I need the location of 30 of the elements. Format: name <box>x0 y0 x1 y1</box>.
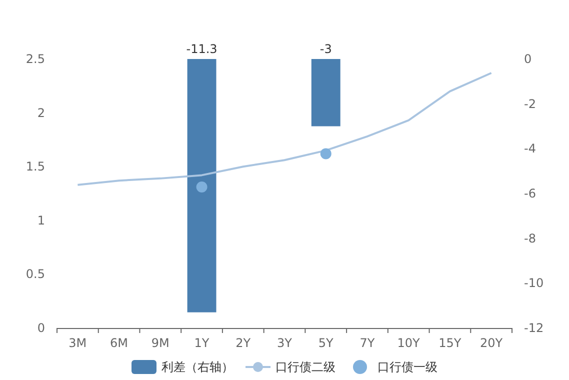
data-label: -3 <box>320 42 332 56</box>
y2-tick-label: 0 <box>524 52 532 66</box>
legend-label: 口行债一级 <box>378 360 438 374</box>
x-tick-label: 1Y <box>194 336 210 350</box>
y2-tick-label: -4 <box>524 142 536 156</box>
y-tick-label: 1 <box>37 213 45 228</box>
data-label: -11.3 <box>186 42 218 56</box>
legend-label: 利差（右轴） <box>162 360 234 374</box>
x-tick-label: 6M <box>110 336 128 350</box>
x-tick-label: 20Y <box>480 336 504 350</box>
y2-tick-label: -2 <box>524 96 536 111</box>
x-tick-label: 3M <box>68 336 87 350</box>
y-tick-label: 1.5 <box>26 160 45 174</box>
x-tick-label: 3Y <box>277 336 293 350</box>
line-series <box>76 72 492 186</box>
y-tick-label: 0.5 <box>26 267 45 282</box>
x-tick-label: 10Y <box>397 336 421 350</box>
y-tick-label: 2.5 <box>26 52 45 66</box>
x-tick-label: 7Y <box>360 336 376 350</box>
y2-tick-label: -10 <box>524 276 544 290</box>
x-tick-label: 2Y <box>236 336 252 350</box>
legend-label: 口行债二级 <box>276 360 336 374</box>
x-tick-label: 5Y <box>318 336 334 350</box>
y2-tick-label: -8 <box>524 231 536 246</box>
y2-tick-label: -6 <box>524 186 536 200</box>
y-tick-label: 0 <box>37 321 45 335</box>
x-tick-label: 15Y <box>438 336 462 350</box>
y2-tick-label: -12 <box>524 321 544 335</box>
x-tick-label: 9M <box>151 336 170 350</box>
y-tick-label: 2 <box>37 106 45 120</box>
